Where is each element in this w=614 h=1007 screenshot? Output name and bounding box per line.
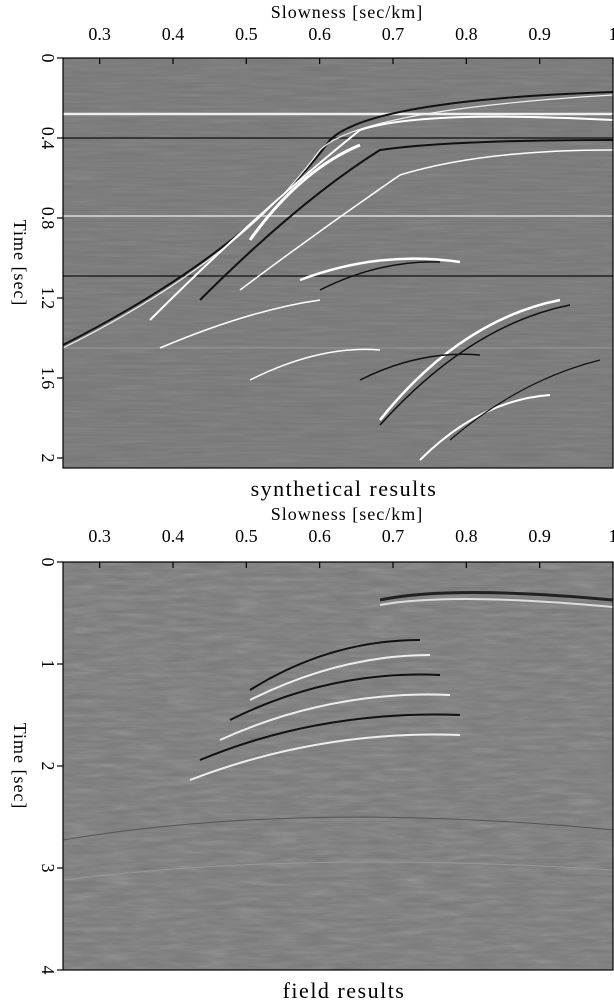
y-axis-label: Time [sec] bbox=[10, 723, 30, 810]
x-axis-label: Slowness [sec/km] bbox=[271, 504, 423, 524]
field-image bbox=[63, 562, 613, 970]
x-tick-label: 0.6 bbox=[308, 24, 331, 44]
y-tick-label: 0.8 bbox=[38, 207, 58, 230]
y-tick-label: 0 bbox=[38, 54, 58, 63]
y-axis-label: Time [sec] bbox=[10, 220, 30, 307]
y-tick-label: 2 bbox=[38, 454, 58, 463]
caption: field results bbox=[283, 978, 406, 1003]
plot-frame bbox=[62, 57, 614, 469]
x-tick-label: 0.9 bbox=[528, 526, 551, 546]
x-tick-label: 0.3 bbox=[88, 526, 111, 546]
x-tick-label: 0.8 bbox=[455, 24, 478, 44]
y-tick-label: 4 bbox=[38, 966, 58, 975]
x-tick-label: 0.4 bbox=[162, 24, 185, 44]
x-tick-label: 1 bbox=[609, 526, 614, 546]
x-tick-label: 0.7 bbox=[382, 24, 405, 44]
x-tick-label: 1 bbox=[609, 24, 614, 44]
y-tick-label: 3 bbox=[38, 864, 58, 873]
x-tick-label: 0.4 bbox=[162, 526, 185, 546]
x-tick-label: 0.5 bbox=[235, 24, 258, 44]
y-tick-label: 1.6 bbox=[38, 367, 58, 390]
y-tick-label: 1 bbox=[38, 660, 58, 669]
y-tick-label: 0 bbox=[38, 558, 58, 567]
x-tick-label: 0.7 bbox=[382, 526, 405, 546]
synthetic-image bbox=[63, 58, 613, 468]
caption: synthetical results bbox=[251, 476, 438, 501]
y-tick-label: 0.4 bbox=[38, 127, 58, 150]
y-tick-label: 1.2 bbox=[38, 287, 58, 310]
x-tick-label: 0.3 bbox=[88, 24, 111, 44]
x-tick-label: 0.9 bbox=[528, 24, 551, 44]
x-tick-label: 0.8 bbox=[455, 526, 478, 546]
y-tick-label: 2 bbox=[38, 762, 58, 771]
x-axis-label: Slowness [sec/km] bbox=[271, 2, 423, 22]
x-tick-label: 0.6 bbox=[308, 526, 331, 546]
x-tick-label: 0.5 bbox=[235, 526, 258, 546]
